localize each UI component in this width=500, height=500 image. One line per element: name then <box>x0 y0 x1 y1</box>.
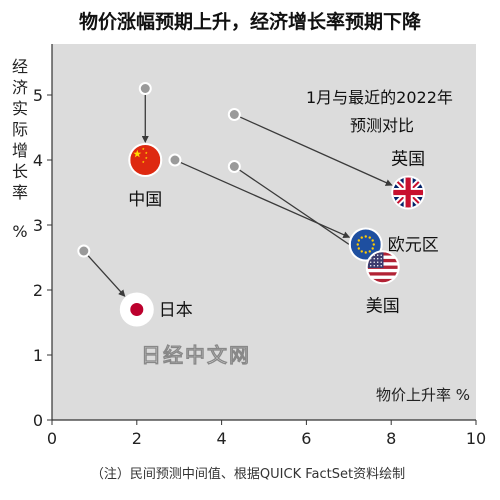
y-tick-label: 0 <box>33 411 43 430</box>
trend-arrow <box>238 169 369 258</box>
january-forecast-point <box>77 244 91 258</box>
y-tick-label: 2 <box>33 281 43 300</box>
january-forecast-point <box>168 153 182 167</box>
y-tick-label: 3 <box>33 216 43 235</box>
us-flag-icon <box>365 250 400 285</box>
country-label: 英国 <box>391 150 425 170</box>
japan-flag-icon <box>119 292 154 327</box>
country-label: 欧元区 <box>388 236 439 256</box>
x-tick-label: 8 <box>386 429 396 448</box>
country-label: 美国 <box>366 296 400 316</box>
y-tick-label: 4 <box>33 151 43 170</box>
january-forecast-point <box>138 82 152 95</box>
chart-subtitle: 1月与最近的2022年 预测对比 <box>306 88 458 135</box>
trend-arrow <box>87 255 126 297</box>
china-flag-icon <box>128 143 163 177</box>
watermark: 日经中文网 <box>141 343 251 367</box>
x-tick-label: 2 <box>132 429 142 448</box>
plot-area <box>52 44 476 420</box>
x-tick-label: 10 <box>466 429 486 448</box>
footnote: （注）民间预测中间值、根据QUICK FactSet资料绘制 <box>91 466 405 482</box>
january-forecast-point <box>227 160 241 173</box>
country-label: 日本 <box>159 301 193 321</box>
january-forecast-point <box>227 108 241 121</box>
y-tick-label: 1 <box>33 346 43 365</box>
x-tick-label: 0 <box>47 429 57 448</box>
country-label: 中国 <box>128 190 162 210</box>
trend-arrow <box>239 116 393 186</box>
y-tick-label: 5 <box>33 86 43 105</box>
y-axis-label: 经济实际增长率% <box>12 57 28 241</box>
x-tick-label: 6 <box>301 429 311 448</box>
x-axis-label: 物价上升率 % <box>376 386 470 404</box>
x-tick-label: 4 <box>217 429 227 448</box>
chart-title: 物价涨幅预期上升，经济增长率预期下降 <box>79 10 422 33</box>
svg-text:经济实际增长率%: 经济实际增长率% <box>12 57 28 241</box>
uk-flag-icon <box>391 175 426 210</box>
